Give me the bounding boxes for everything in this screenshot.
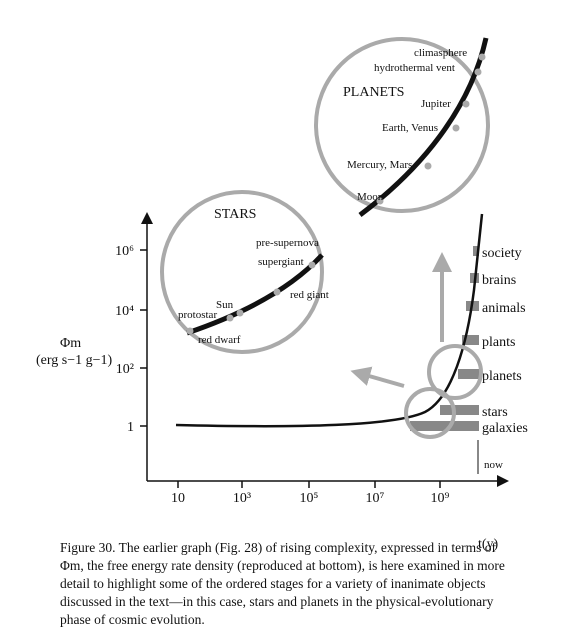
axes: [140, 212, 509, 488]
caption-line: discussed in the text—in this case, star…: [60, 594, 494, 609]
planet-label: Mercury, Mars: [347, 159, 412, 171]
stage-label: stars: [482, 405, 508, 420]
x-tick-label: 10⁵: [300, 491, 319, 506]
planets-labels: climasphere hydrothermal vent Jupiter Earth…: [347, 47, 467, 203]
y-tick-label: 1: [127, 420, 134, 435]
stage-bars: [410, 246, 479, 431]
stage-label: animals: [482, 301, 526, 316]
curve: [175, 213, 484, 428]
planet-label: climasphere: [414, 47, 467, 59]
caption: Figure 30. The earlier graph (Fig. 28) o…: [60, 540, 505, 627]
planets-curve: [358, 37, 489, 217]
stars-title: STARS: [214, 207, 256, 222]
y-tick-label: 10⁶: [115, 244, 134, 259]
now-label: now: [484, 459, 503, 471]
star-label: protostar: [178, 309, 217, 321]
x-tick-label: 10: [171, 491, 185, 506]
star-label: Sun: [216, 299, 234, 311]
x-ticks: 10 10³ 10⁵ 10⁷ 10⁹: [171, 491, 450, 506]
planet-label: Jupiter: [421, 98, 451, 110]
stars-labels: pre-supernova supergiant red giant Sunproto…: [178, 237, 329, 346]
x-label: t(y): [478, 537, 499, 552]
caption-line: detail to highlight some of the ordered …: [60, 576, 486, 591]
stage-label: galaxies: [482, 421, 528, 436]
stage-label: plants: [482, 335, 515, 350]
y-ticks: 10⁶ 10⁴ 10² 1: [115, 244, 134, 435]
x-tick-label: 10³: [233, 491, 251, 506]
caption-line: Φm, the free energy rate density (reprod…: [60, 558, 505, 573]
planet-label: hydrothermal vent: [374, 62, 455, 74]
caption-line: Figure 30. The earlier graph (Fig. 28) o…: [60, 540, 497, 555]
planet-label: Moon: [357, 191, 384, 203]
planets-title: PLANETS: [343, 85, 404, 100]
y-label: Φm: [60, 336, 81, 351]
stage-label: society: [482, 246, 522, 261]
star-label: red dwarf: [198, 334, 241, 346]
caption-line: phase of cosmic evolution.: [60, 612, 205, 627]
stage-label: brains: [482, 273, 516, 288]
y-unit: (erg s−1 g−1): [36, 353, 113, 368]
stage-labels: society brains animals plants planets starsga…: [482, 246, 528, 436]
y-tick-label: 10²: [116, 362, 134, 377]
magnifiers: [160, 37, 490, 439]
x-tick-label: 10⁹: [431, 491, 450, 506]
y-tick-label: 10⁴: [115, 304, 134, 319]
planet-label: Earth, Venus: [382, 122, 438, 134]
stage-dots: [186, 53, 486, 335]
stage-label: planets: [482, 369, 522, 384]
x-tick-label: 10⁷: [366, 491, 385, 506]
star-label: supergiant: [258, 256, 304, 268]
star-label: red giant: [290, 289, 329, 301]
star-label: pre-supernova: [256, 237, 319, 249]
